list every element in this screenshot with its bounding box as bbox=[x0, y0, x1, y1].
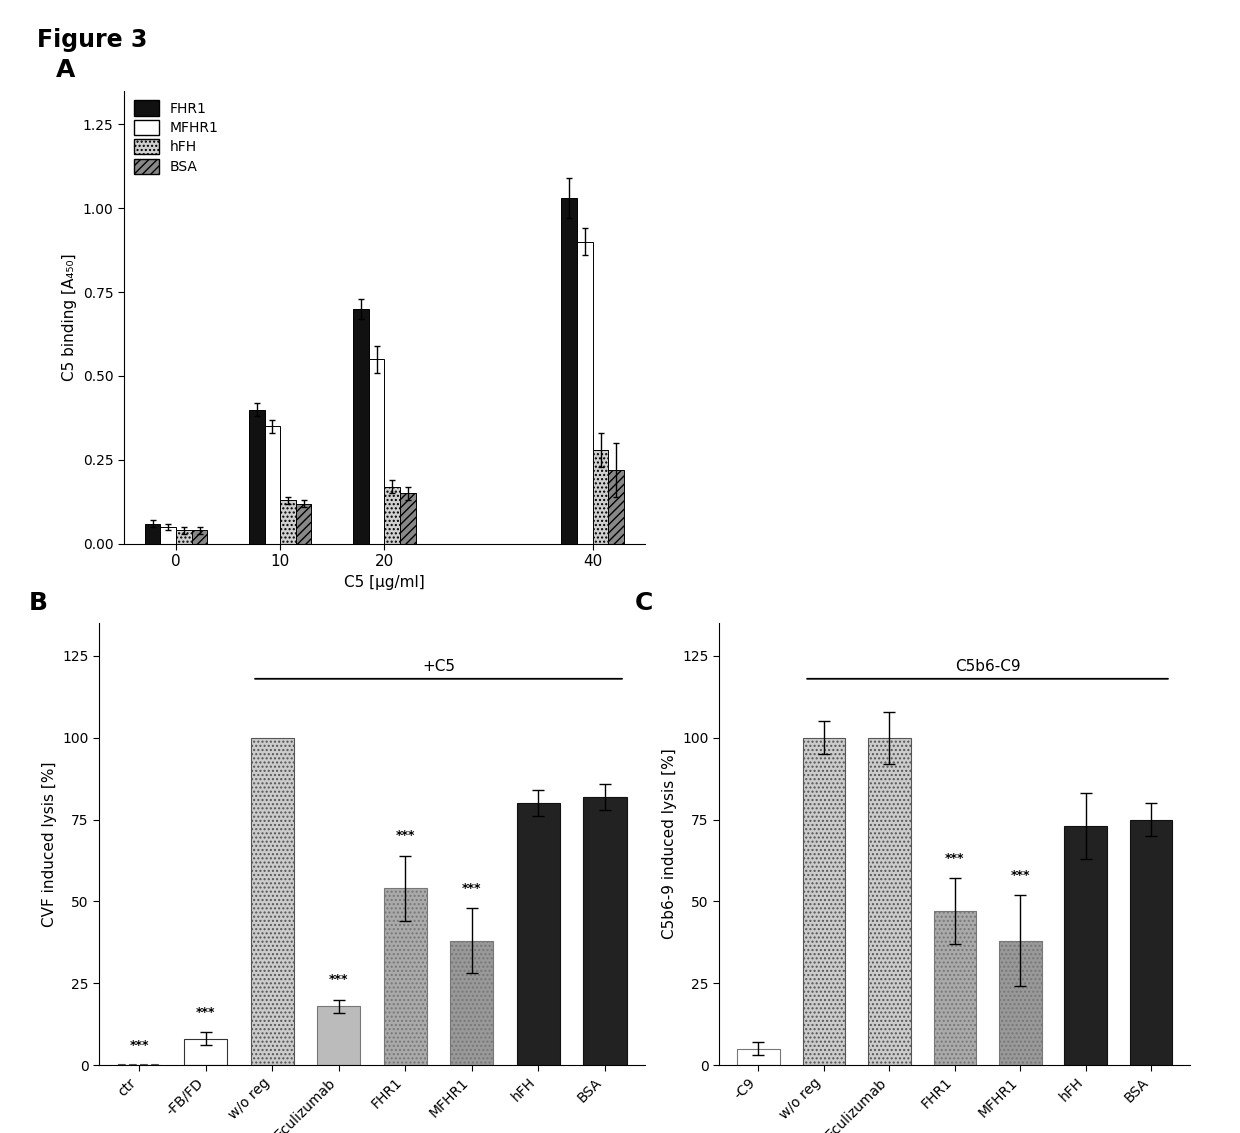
Bar bbox=[384, 487, 401, 544]
Text: ***: *** bbox=[463, 881, 481, 895]
Y-axis label: C5b6-9 induced lysis [%]: C5b6-9 induced lysis [%] bbox=[662, 749, 677, 939]
Text: ***: *** bbox=[329, 973, 348, 987]
Text: C5b6-C9: C5b6-C9 bbox=[955, 659, 1021, 674]
Bar bbox=[160, 527, 176, 544]
Bar bbox=[577, 241, 593, 544]
Bar bbox=[353, 309, 368, 544]
Bar bbox=[249, 409, 264, 544]
Y-axis label: CVF induced lysis [%]: CVF induced lysis [%] bbox=[42, 761, 57, 927]
Bar bbox=[176, 530, 192, 544]
Text: ***: *** bbox=[129, 1039, 149, 1051]
Bar bbox=[562, 198, 577, 544]
Text: A: A bbox=[56, 58, 76, 82]
Bar bbox=[264, 426, 280, 544]
Legend: FHR1, MFHR1, hFH, BSA: FHR1, MFHR1, hFH, BSA bbox=[131, 97, 222, 177]
Text: B: B bbox=[29, 591, 47, 615]
Text: C: C bbox=[635, 591, 652, 615]
Bar bbox=[1064, 826, 1107, 1065]
Bar bbox=[934, 911, 976, 1065]
Text: ***: *** bbox=[1011, 869, 1030, 881]
Text: +C5: +C5 bbox=[422, 659, 455, 674]
Bar bbox=[593, 450, 609, 544]
Text: Figure 3: Figure 3 bbox=[37, 28, 148, 52]
Bar bbox=[999, 940, 1042, 1065]
Y-axis label: C5 binding [A₄₅₀]: C5 binding [A₄₅₀] bbox=[62, 254, 77, 381]
Bar bbox=[317, 1006, 361, 1065]
Bar bbox=[609, 470, 624, 544]
Bar bbox=[802, 738, 846, 1065]
Bar bbox=[868, 738, 910, 1065]
Text: ***: *** bbox=[196, 1006, 216, 1020]
Bar bbox=[296, 503, 311, 544]
Bar bbox=[145, 523, 160, 544]
X-axis label: C5 [μg/ml]: C5 [μg/ml] bbox=[343, 574, 425, 590]
Bar bbox=[517, 803, 560, 1065]
Bar bbox=[280, 500, 296, 544]
Bar bbox=[401, 494, 415, 544]
Text: ***: *** bbox=[945, 852, 965, 866]
Bar bbox=[383, 888, 427, 1065]
Bar bbox=[184, 1039, 227, 1065]
Bar bbox=[368, 359, 384, 544]
Bar bbox=[738, 1049, 780, 1065]
Bar bbox=[250, 738, 294, 1065]
Bar bbox=[1130, 819, 1172, 1065]
Bar bbox=[192, 530, 207, 544]
Bar bbox=[450, 940, 494, 1065]
Bar bbox=[583, 796, 626, 1065]
Text: ***: *** bbox=[396, 829, 415, 843]
